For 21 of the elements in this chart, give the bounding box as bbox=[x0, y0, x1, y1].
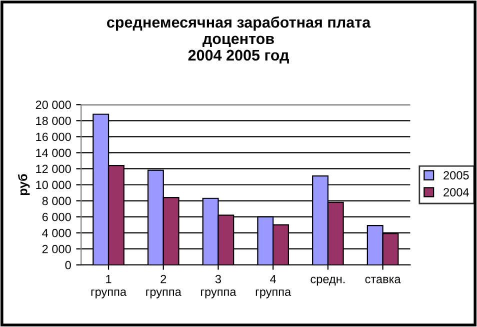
y-tick-label: 8 000 bbox=[42, 196, 71, 206]
x-tick-label: средн. bbox=[310, 276, 345, 286]
y-tick-label: 12 000 bbox=[36, 164, 71, 174]
y-tick-label: 10 000 bbox=[36, 180, 71, 190]
chart-title: среднемесячная заработная плата доцентов 2004 2005 год bbox=[107, 16, 371, 64]
y-tick-label: 0 bbox=[65, 260, 71, 270]
y-tick-label: 6 000 bbox=[42, 212, 71, 222]
y-tick-label: 16 000 bbox=[36, 132, 71, 142]
legend-label: 2004 bbox=[444, 188, 469, 196]
x-tick-label: 4 группа bbox=[256, 275, 292, 298]
y-tick-label: 20 000 bbox=[36, 100, 71, 110]
y-tick-label: 4 000 bbox=[42, 228, 71, 238]
x-tick-label: ставка bbox=[365, 276, 401, 284]
legend-label: 2005 bbox=[444, 171, 469, 180]
y-tick-label: 18 000 bbox=[36, 116, 71, 126]
y-axis-title: руб bbox=[18, 174, 30, 195]
x-tick-label: 3 группа bbox=[201, 274, 236, 298]
x-tick-label: 2 группа bbox=[146, 274, 182, 298]
x-tick-label: 1 группа bbox=[91, 275, 127, 298]
y-tick-label: 2 000 bbox=[42, 244, 71, 254]
y-tick-label: 14 000 bbox=[36, 148, 71, 158]
